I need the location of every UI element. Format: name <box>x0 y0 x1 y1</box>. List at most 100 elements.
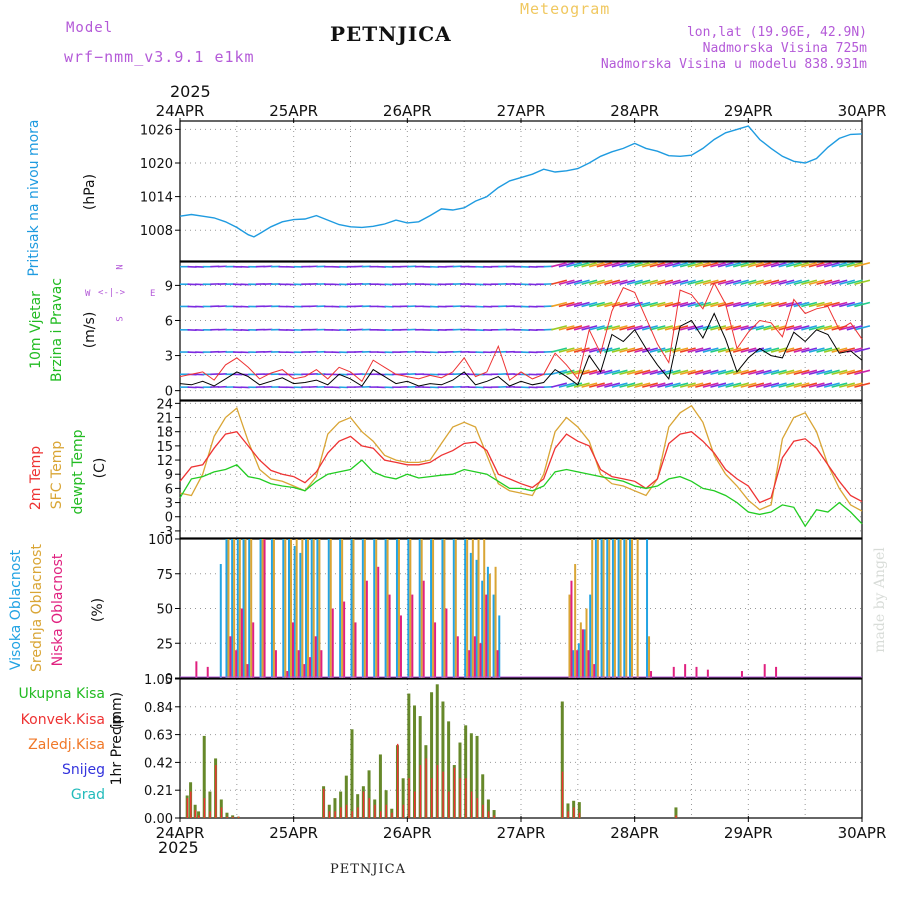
wind-barb <box>725 261 742 268</box>
cloud-bar <box>240 608 243 678</box>
wind-barb <box>596 279 613 285</box>
wind-barb <box>581 382 598 388</box>
cloud-bar <box>585 608 588 678</box>
y-tick-label: 6 <box>165 314 173 329</box>
wind-barb <box>657 261 674 268</box>
legend-total-rain: Ukupna Kisa <box>18 686 105 702</box>
wind-barb <box>763 261 780 268</box>
date-label-bottom: 26APR <box>383 824 432 842</box>
wind-barb <box>695 369 711 376</box>
cloud-bar <box>343 601 346 678</box>
wind-barb <box>619 382 636 388</box>
wind-barb <box>793 301 810 308</box>
wind-barb <box>725 347 742 353</box>
cloud-bar <box>475 559 478 678</box>
footer-location: PETNJICA <box>330 862 406 877</box>
wind-barb <box>748 301 765 308</box>
wind-barb <box>573 325 590 331</box>
wind-barb <box>732 279 749 285</box>
wind-barb <box>573 369 590 376</box>
wind-barb <box>801 279 818 285</box>
cloud-bar <box>411 594 414 678</box>
cloud-bar <box>384 539 387 678</box>
cloud-bar <box>261 539 264 678</box>
wind-barb <box>778 382 795 388</box>
precip-bar-total <box>435 684 439 818</box>
y-tick-label: 0.21 <box>144 784 173 799</box>
y-tick-label: 0 <box>165 672 173 687</box>
precip-bar-total <box>407 693 411 818</box>
wind-barb <box>649 325 666 331</box>
wind-barb <box>664 369 681 376</box>
cloud-bar <box>587 650 590 678</box>
precip-bar-convective <box>232 816 234 818</box>
wind-barb <box>846 279 863 285</box>
wind-barb <box>634 279 651 285</box>
cloud-bar <box>377 566 380 678</box>
wind-barb <box>763 369 780 376</box>
wind-barb <box>679 279 696 285</box>
wind-barb <box>581 261 598 268</box>
cloud-bar <box>577 643 580 678</box>
cloud-bar <box>608 539 611 678</box>
wind-barb <box>581 301 598 308</box>
cloud-bar <box>244 539 247 678</box>
precip-bar-convective <box>436 765 439 818</box>
wind-barb <box>740 301 757 308</box>
wind-barb <box>710 279 727 285</box>
wind-barb <box>816 279 833 285</box>
cloud-bar <box>270 539 273 678</box>
cloud-bar <box>648 636 651 678</box>
cloud-bar <box>289 539 292 678</box>
wind-barb <box>831 382 848 388</box>
cloud-bar <box>284 539 287 678</box>
cloud-bar <box>352 539 355 678</box>
precip-bar-convective <box>345 804 348 818</box>
wind-barb <box>831 261 848 268</box>
precip-bar-convective <box>385 804 387 818</box>
wind-barb <box>695 261 711 268</box>
wind-barb <box>581 279 598 285</box>
wind-barb <box>634 325 651 331</box>
precip-bar-convective <box>419 765 422 818</box>
precip-bar-total <box>197 811 201 818</box>
wind-barb <box>604 301 621 308</box>
precip-bar-convective <box>482 804 484 818</box>
wind-barb <box>679 261 696 268</box>
wind-barb <box>801 325 818 331</box>
precip-bar-total <box>577 802 581 818</box>
cloud-bar <box>492 594 495 678</box>
wind-barb <box>808 301 825 308</box>
precip-bar-convective <box>561 771 564 818</box>
wind-barb <box>786 279 802 285</box>
wind-barb <box>687 325 704 331</box>
wind-barb <box>710 301 727 308</box>
wind-barb <box>748 347 765 353</box>
wind-barb <box>679 382 696 388</box>
wind-barb <box>823 325 840 331</box>
wind-barb <box>786 382 802 388</box>
precip-bar-convective <box>675 815 677 818</box>
cloud-bar <box>445 608 448 678</box>
cloud-bar <box>636 539 639 678</box>
cloud-bar <box>623 539 626 678</box>
precip-bar-convective <box>379 811 382 818</box>
cloud-bar <box>672 666 675 678</box>
sfc-temp-line <box>179 404 863 512</box>
cloud-bar <box>350 539 353 678</box>
cloud-bar <box>299 552 302 678</box>
precip-bar-convective <box>374 804 376 818</box>
cloud-bar <box>310 539 313 678</box>
wind-barb <box>626 382 643 388</box>
cloud-bar <box>498 615 501 678</box>
cloud-bar <box>594 539 597 678</box>
wind-barb <box>573 382 590 388</box>
wind-barb <box>786 347 802 353</box>
y-tick-label: 1.05 <box>144 673 173 688</box>
wind-barb <box>846 369 863 376</box>
y-tick-label: 9 <box>165 279 173 294</box>
cloud-bar <box>305 539 308 678</box>
wind-barb <box>626 347 643 353</box>
wind-barb <box>611 369 628 376</box>
y-tick-label: 3 <box>165 350 173 365</box>
